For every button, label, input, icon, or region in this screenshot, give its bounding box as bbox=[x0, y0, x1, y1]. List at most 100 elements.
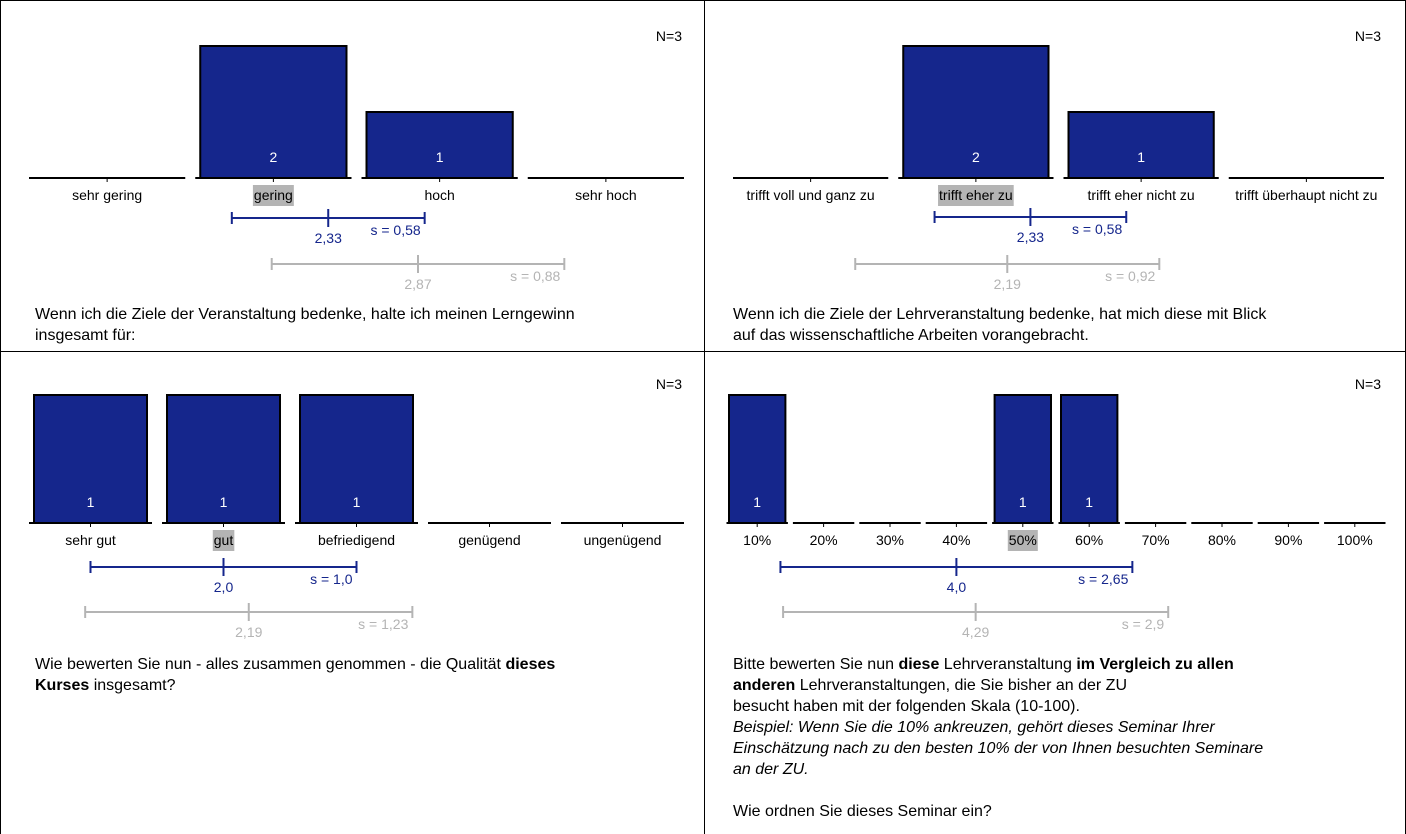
category-label: ungenügend bbox=[584, 532, 662, 548]
question-line: anderen Lehrveranstaltungen, die Sie bis… bbox=[733, 675, 1393, 696]
panel-course-quality: N=3 1 1 1 sehr gut gut befriedigend genügend ung… bbox=[0, 352, 704, 834]
question-line: Bitte bewerten Sie nun diese Lehrveranst… bbox=[733, 654, 1393, 675]
question-line: auf das wissenschaftliche Arbeiten voran… bbox=[733, 325, 1393, 346]
question-line: Wenn ich die Ziele der Veranstaltung bed… bbox=[35, 304, 695, 325]
category-label: sehr gering bbox=[72, 187, 142, 203]
course-mean-label: 2,33 bbox=[1017, 229, 1044, 245]
grid-center-divider bbox=[704, 0, 705, 834]
question-text-run: Beispiel: Wenn Sie die 10% ankreuzen, ge… bbox=[733, 719, 1215, 736]
comparison-sd-label: s = 0,88 bbox=[510, 268, 560, 284]
category-label: sehr gut bbox=[65, 532, 116, 548]
category-label: sehr hoch bbox=[575, 187, 636, 203]
question-text-run: Lehrveranstaltungen, die Sie bisher an d… bbox=[799, 677, 1127, 694]
category-label: 90% bbox=[1274, 532, 1302, 548]
bar-value-label: 1 bbox=[87, 494, 95, 510]
question-line: Wie bewerten Sie nun - alles zusammen ge… bbox=[35, 654, 695, 675]
category-label: befriedigend bbox=[318, 532, 395, 548]
chart-course-quality: N=3 1 1 1 sehr gut gut befriedigend genügend ung… bbox=[29, 376, 684, 640]
category-label: trifft überhaupt nicht zu bbox=[1235, 187, 1377, 203]
course-sd-label: s = 0,58 bbox=[1072, 221, 1122, 237]
grid-middle-divider bbox=[0, 351, 1406, 352]
question-line: Wenn ich die Ziele der Lehrveranstaltung… bbox=[733, 304, 1393, 325]
n-label: N=3 bbox=[656, 28, 682, 44]
question-line: an der ZU. bbox=[733, 759, 1393, 780]
comparison-mean-label: 2,19 bbox=[994, 276, 1021, 292]
question-text-run: Wie ordnen Sie dieses Seminar ein? bbox=[733, 803, 992, 820]
grid-left-border bbox=[0, 0, 1, 834]
question-line: Beispiel: Wenn Sie die 10% ankreuzen, ge… bbox=[733, 717, 1393, 738]
category-label: trifft eher zu bbox=[939, 187, 1013, 203]
question-line: besucht haben mit der folgenden Skala (1… bbox=[733, 696, 1393, 717]
bar-value-label: 1 bbox=[1137, 149, 1145, 165]
bar bbox=[993, 394, 1053, 524]
course-mean-label: 2,0 bbox=[214, 579, 234, 595]
question-text-run: Wenn ich die Ziele der Veranstaltung bed… bbox=[35, 306, 575, 323]
category-label: 100% bbox=[1337, 532, 1373, 548]
bar-value-label: 2 bbox=[972, 149, 980, 165]
bar-value-label: 1 bbox=[353, 494, 361, 510]
question-text: Wenn ich die Ziele der Veranstaltung bed… bbox=[35, 304, 695, 346]
course-sd-label: s = 1,0 bbox=[310, 571, 353, 587]
category-label: 40% bbox=[942, 532, 970, 548]
course-sd-label: s = 0,58 bbox=[370, 222, 420, 238]
category-label: trifft voll und ganz zu bbox=[747, 187, 875, 203]
question-text-run: an der ZU. bbox=[733, 761, 809, 778]
question-text-run: dieses bbox=[505, 656, 556, 673]
bar bbox=[902, 45, 1050, 179]
course-sd-label: s = 2,65 bbox=[1078, 571, 1128, 587]
question-text-run: Lehrveranstaltung bbox=[939, 656, 1077, 673]
category-label: 60% bbox=[1075, 532, 1103, 548]
chart-scientific-work: N=3 2 1 trifft voll und ganz zu trifft eher … bbox=[733, 28, 1384, 292]
question-text-run: Einschätzung nach zu den besten 10% der … bbox=[733, 740, 1264, 757]
category-label: 80% bbox=[1208, 532, 1236, 548]
panel-scientific-work: N=3 2 1 trifft voll und ganz zu trifft eher … bbox=[705, 0, 1405, 351]
question-text-run: insgesamt für: bbox=[35, 327, 136, 344]
bar bbox=[365, 111, 514, 179]
bar-value-label: 2 bbox=[269, 149, 277, 165]
question-text: Wenn ich die Ziele der Lehrveranstaltung… bbox=[733, 304, 1393, 346]
comparison-mean-label: 2,87 bbox=[404, 276, 431, 292]
question-line: Kurses insgesamt? bbox=[35, 675, 695, 696]
chart-comparison-ranking: N=3 1 1 1 10% 20% 30% 40% 50% 60% 70% 80% 90% 100% 4,0… bbox=[726, 376, 1386, 640]
bar bbox=[166, 394, 281, 524]
question-text-run: anderen bbox=[733, 677, 800, 694]
question-line: Wie ordnen Sie dieses Seminar ein? bbox=[733, 801, 1393, 822]
category-label: gut bbox=[214, 532, 234, 548]
question-text-run: Wenn ich die Ziele der Lehrveranstaltung… bbox=[733, 306, 1267, 323]
comparison-sd-label: s = 0,92 bbox=[1105, 268, 1155, 284]
bar bbox=[1060, 394, 1119, 524]
chart-learning-gain: N=3 2 1 sehr gering gering hoch sehr hoch 2,33 s… bbox=[29, 28, 684, 292]
bar-value-label: 1 bbox=[1085, 494, 1093, 510]
category-label: 20% bbox=[810, 532, 838, 548]
category-label: genügend bbox=[458, 532, 520, 548]
question-text-run: besucht haben mit der folgenden Skala (1… bbox=[733, 698, 1080, 715]
bar bbox=[728, 394, 787, 524]
grid-top-border bbox=[0, 0, 1406, 1]
category-label: trifft eher nicht zu bbox=[1088, 187, 1195, 203]
course-mean-label: 2,33 bbox=[315, 230, 342, 246]
panel-learning-gain: N=3 2 1 sehr gering gering hoch sehr hoch 2,33 s… bbox=[0, 0, 704, 351]
category-label: 10% bbox=[743, 532, 771, 548]
question-text-run: im Vergleich zu allen bbox=[1076, 656, 1234, 673]
bar bbox=[1067, 111, 1215, 179]
bar bbox=[299, 394, 414, 524]
category-label: gering bbox=[254, 187, 293, 203]
median-highlight bbox=[212, 530, 235, 551]
question-line: insgesamt für: bbox=[35, 325, 695, 346]
bar-value-label: 1 bbox=[753, 494, 761, 510]
question-line: Einschätzung nach zu den besten 10% der … bbox=[733, 738, 1393, 759]
bar-value-label: 1 bbox=[1019, 494, 1027, 510]
bar-value-label: 1 bbox=[220, 494, 228, 510]
question-text: Bitte bewerten Sie nun diese Lehrveranst… bbox=[733, 654, 1393, 822]
comparison-mean-label: 2,19 bbox=[235, 624, 262, 640]
category-label: 30% bbox=[876, 532, 904, 548]
question-text-run: Bitte bewerten Sie nun bbox=[733, 656, 899, 673]
question-text-run: diese bbox=[898, 656, 940, 673]
bar bbox=[199, 45, 348, 179]
question-text-run: insgesamt? bbox=[89, 677, 176, 694]
question-line bbox=[733, 780, 1393, 801]
bar-value-label: 1 bbox=[436, 149, 444, 165]
category-label: 70% bbox=[1142, 532, 1170, 548]
question-text-run: Kurses bbox=[35, 677, 90, 694]
bar bbox=[33, 394, 148, 524]
